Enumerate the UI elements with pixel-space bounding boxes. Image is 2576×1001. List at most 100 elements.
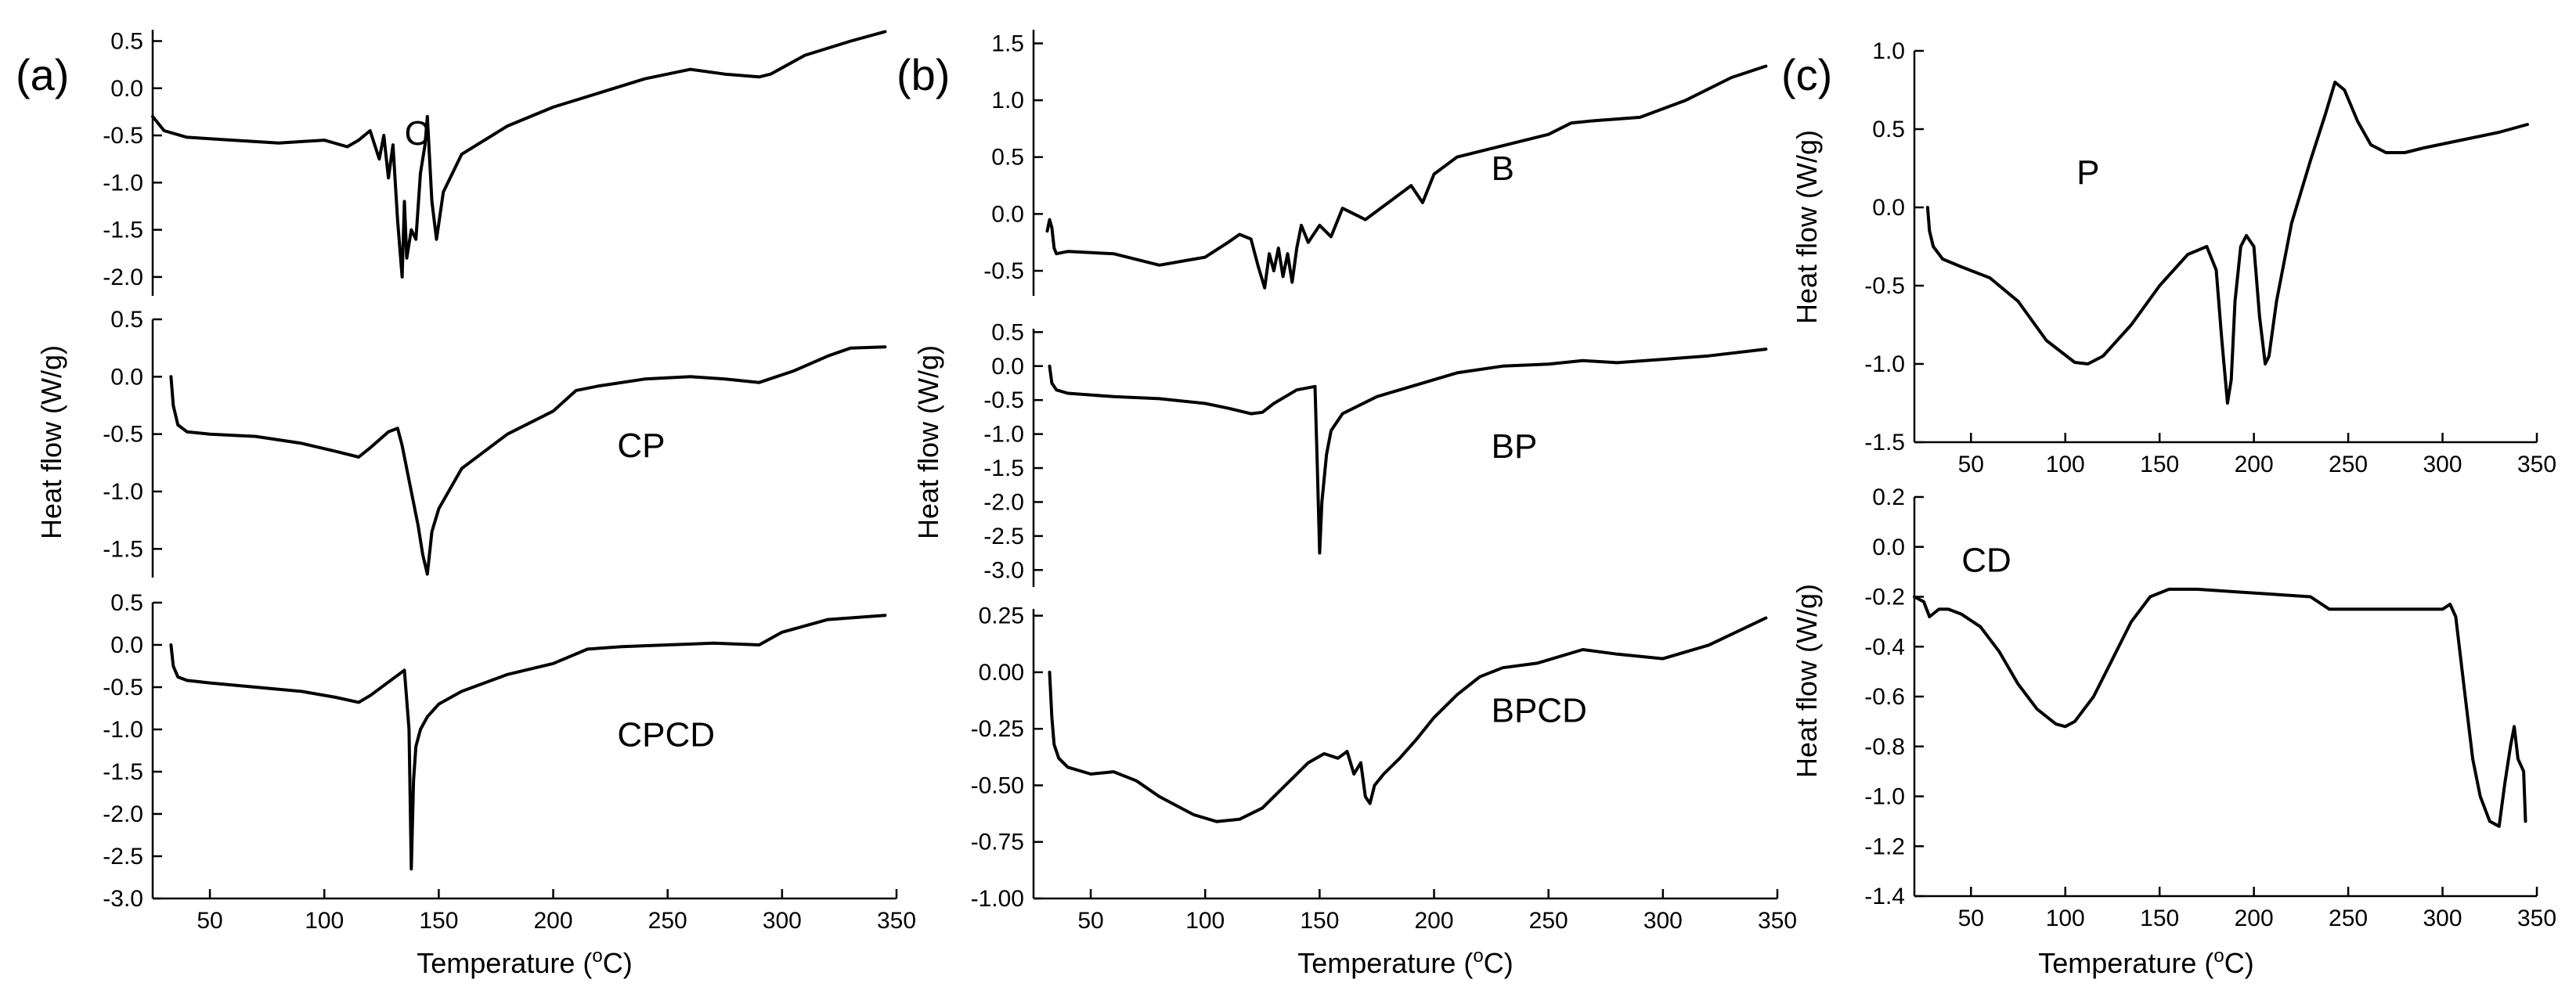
panel-c-p-x-tick-label: 150 bbox=[2140, 452, 2179, 477]
panel-c-p-x-tick-label: 350 bbox=[2517, 452, 2556, 477]
panel-b-x-tick-label: 50 bbox=[1077, 908, 1103, 934]
panel-b-bp-y-tick-label: -1.5 bbox=[983, 455, 1024, 481]
panel-b-bpcd-y-tick-label: -0.50 bbox=[971, 772, 1024, 798]
panel-b-x-tick-label: 200 bbox=[1415, 908, 1454, 934]
panel-b-b-y-tick-label: 1.5 bbox=[991, 31, 1024, 56]
panel-a-c-y-tick-label: 0.5 bbox=[110, 28, 143, 54]
panel-c-cd-y-tick-label: -1.4 bbox=[1864, 884, 1905, 909]
panel-c-p-y-tick-label: 0.0 bbox=[1872, 195, 1905, 221]
panel-b-b-curve-label: B bbox=[1492, 149, 1514, 188]
panel-b-bp-curve-label: BP bbox=[1492, 427, 1538, 466]
x-title-prefix: Temperature ( bbox=[2038, 947, 2213, 979]
panel-a-c-y-tick-label: -1.0 bbox=[103, 170, 143, 196]
panel-a-x-axis-title: Temperature (oC) bbox=[417, 945, 632, 979]
panel-c-cd-curve-label: CD bbox=[1961, 542, 2011, 580]
panel-a-cp-y-tick-label: 0.0 bbox=[110, 364, 143, 390]
panel-a-x-tick-label: 100 bbox=[305, 908, 344, 934]
x-title-degree: o bbox=[2213, 945, 2224, 967]
panel-a-c-y-tick-label: -0.5 bbox=[103, 123, 143, 149]
panel-a-cpcd-series-line bbox=[169, 614, 887, 871]
panel-c-cd-y-tick-label: -0.2 bbox=[1864, 585, 1905, 610]
panel-a-c-curve-label: C bbox=[405, 114, 430, 153]
panel-b-bp-y-tick-label: 0.0 bbox=[991, 354, 1024, 380]
panel-b-bp-y-tick-label: 0.5 bbox=[991, 319, 1024, 345]
panel-a-cpcd-y-tick-label: 0.5 bbox=[110, 590, 143, 616]
panel-b-bp-y-tick-label: -2.0 bbox=[983, 489, 1024, 515]
panel-c-p-x-tick-label: 200 bbox=[2235, 452, 2274, 477]
panel-c-cd-x-tick-label: 100 bbox=[2046, 906, 2085, 931]
panel-a-c-y-tick-label: -1.5 bbox=[103, 218, 143, 243]
panel-c-cd-x-tick-label: 200 bbox=[2235, 906, 2274, 931]
panel-a-cp-y-tick-label: -1.5 bbox=[103, 536, 143, 562]
panel-b-x-axis-title: Temperature (oC) bbox=[1297, 945, 1513, 979]
panel-c-cd-y-tick-label: 0.2 bbox=[1872, 484, 1905, 510]
panel-c-bottom-y-axis-title: Heat flow (W/g) bbox=[1791, 584, 1823, 778]
panel-label-b: (b) bbox=[897, 50, 950, 99]
panel-b-y-axis-title: Heat flow (W/g) bbox=[912, 345, 944, 539]
x-title-suffix: C) bbox=[603, 947, 633, 979]
panel-a-x-tick-label: 350 bbox=[877, 908, 916, 934]
panel-b-b-y-tick-label: 1.0 bbox=[991, 88, 1024, 113]
panel-b-bpcd-curve-label: BPCD bbox=[1492, 692, 1587, 730]
panel-a-c-y-tick-label: 0.0 bbox=[110, 76, 143, 102]
panel-b-bpcd-y-tick-label: -0.25 bbox=[971, 716, 1024, 742]
panel-c-p-x-tick-label: 100 bbox=[2046, 452, 2085, 477]
panel-c-p-x-tick-label: 250 bbox=[2329, 452, 2368, 477]
x-title-degree: o bbox=[592, 945, 602, 967]
panel-b-x-tick-label: 350 bbox=[1758, 908, 1797, 934]
panel-a-cp-y-tick-label: -0.5 bbox=[103, 422, 143, 448]
panel-c-cd-series-line bbox=[1913, 587, 2527, 828]
panel-b-bpcd-y-tick-label: 0.00 bbox=[979, 660, 1024, 686]
panel-a-c-series-line bbox=[151, 30, 887, 279]
panel-b-b-y-tick-label: 0.0 bbox=[991, 201, 1024, 227]
panel-b-bp-series-line bbox=[1048, 347, 1768, 555]
panel-a-cpcd-y-tick-label: -1.0 bbox=[103, 717, 143, 743]
panel-c-cd-x-tick-label: 50 bbox=[1958, 906, 1984, 931]
panel-b-group: 1.5 1.0 0.5 0.0 -0.5 B 0.5 0.0 -0.5 -1.0 -1.5 -2.0 -… bbox=[971, 30, 1797, 934]
panel-b-b-y-tick-label: -0.5 bbox=[983, 258, 1024, 284]
panel-a-cp-y-tick-label: -1.0 bbox=[103, 479, 143, 505]
x-title-suffix: C) bbox=[1484, 947, 1513, 979]
panel-b-b-y-tick-label: 0.5 bbox=[991, 145, 1024, 171]
panel-c-cd-x-tick-label: 250 bbox=[2329, 906, 2368, 931]
panel-b-x-tick-label: 300 bbox=[1643, 908, 1683, 934]
panel-b-bpcd-series-line bbox=[1048, 616, 1768, 823]
panel-c-cd-y-tick-label: -1.0 bbox=[1864, 784, 1905, 810]
panel-a-group: 0.5 0.0 -0.5 -1.0 -1.5 -2.0 C 0.5 0.0 -0.5 -1.0 -1.… bbox=[103, 28, 916, 934]
panel-c-x-axis-title: Temperature (oC) bbox=[2038, 945, 2253, 979]
panel-c-p-x-tick-label: 300 bbox=[2423, 452, 2462, 477]
panel-b-bpcd-y-tick-label: 0.25 bbox=[979, 603, 1024, 629]
panel-b-bpcd-y-tick-label: -1.00 bbox=[971, 886, 1024, 912]
panel-b-bp-y-tick-label: -2.5 bbox=[983, 524, 1024, 549]
panel-c-cd-y-tick-label: 0.0 bbox=[1872, 535, 1905, 560]
panel-c-cd-x-tick-label: 350 bbox=[2517, 906, 2556, 931]
panel-a-cp-curve-label: CP bbox=[617, 427, 665, 465]
panel-c-cd-y-tick-label: -0.6 bbox=[1864, 684, 1905, 710]
panel-a-cpcd-y-tick-label: 0.0 bbox=[110, 632, 143, 658]
panel-a-cp-series-line bbox=[169, 345, 887, 576]
panel-c-p-curve-label: P bbox=[2076, 153, 2099, 192]
panel-b-x-tick-label: 100 bbox=[1185, 908, 1225, 934]
panel-a-cpcd-y-tick-label: -3.0 bbox=[103, 886, 143, 912]
panel-a-cpcd-y-tick-label: -1.5 bbox=[103, 759, 143, 785]
panel-a-x-tick-label: 50 bbox=[197, 908, 222, 934]
panel-a-x-tick-label: 200 bbox=[534, 908, 573, 934]
panel-c-top-y-axis-title: Heat flow (W/g) bbox=[1791, 130, 1823, 324]
panels-root: 0.5 0.0 -0.5 -1.0 -1.5 -2.0 C 0.5 0.0 -0.5 -1.0 -1.… bbox=[103, 28, 2556, 934]
panel-b-bpcd-y-tick-label: -0.75 bbox=[971, 830, 1024, 855]
panel-b-x-tick-label: 150 bbox=[1300, 908, 1339, 934]
panel-c-cd-y-tick-label: -0.4 bbox=[1864, 634, 1905, 660]
panel-c-group: 1.0 0.5 0.0 -0.5 -1.0 -1.5 P 50 100 150 200 250 300 3… bbox=[1864, 38, 2556, 931]
panel-c-cd-x-tick-label: 300 bbox=[2423, 906, 2462, 931]
panel-c-p-y-tick-label: -1.5 bbox=[1864, 430, 1905, 455]
panel-c-p-y-tick-label: 0.5 bbox=[1872, 117, 1905, 142]
panel-label-c: (c) bbox=[1781, 50, 1832, 99]
panel-b-x-tick-label: 250 bbox=[1529, 908, 1568, 934]
x-title-prefix: Temperature ( bbox=[417, 947, 592, 979]
panel-a-x-tick-label: 250 bbox=[648, 908, 687, 934]
panel-c-cd-y-tick-label: -0.8 bbox=[1864, 734, 1905, 760]
panel-c-cd-x-tick-label: 150 bbox=[2140, 906, 2179, 931]
panel-c-p-y-tick-label: 1.0 bbox=[1872, 38, 1905, 64]
panel-a-y-axis-title: Heat flow (W/g) bbox=[35, 345, 67, 539]
